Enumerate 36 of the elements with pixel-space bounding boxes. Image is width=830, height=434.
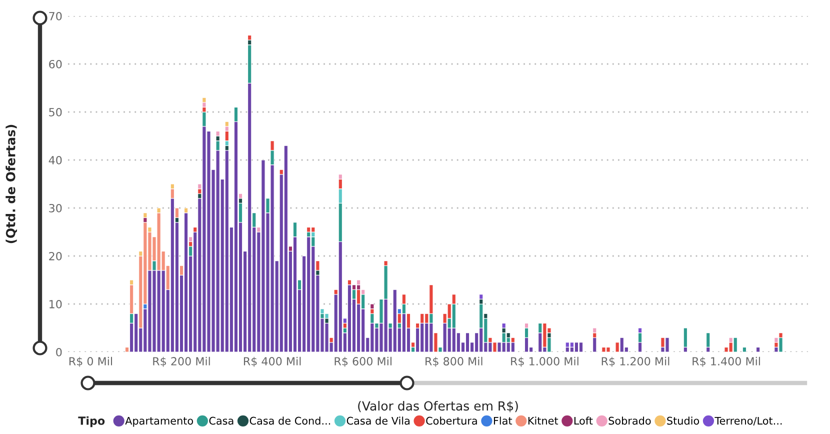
y-axis-title: (Qtd. de Ofertas) [6,124,17,244]
legend-label: Apartamento [125,416,194,427]
legend-label: Casa de Cond... [250,416,330,425]
bar [465,332,470,352]
legend-label: Casa [209,416,234,425]
legend-label: Loft [574,416,593,425]
x-tick-label: R$ 1.200 Mil [602,356,670,367]
x-tick-label: R$ 800 Mil [426,356,482,367]
x-tick-label: R$ 600 Mil [334,356,392,367]
bar [742,346,747,352]
y-tick-label: 70 [49,12,62,20]
bar [578,342,584,352]
y-tick-label: 30 [49,204,62,212]
y-tick-label: 60 [49,60,62,68]
legend-label: Sobrado [608,416,651,425]
y-tick-label: 40 [48,156,62,164]
legend-label: Studio [667,416,700,425]
bar [574,342,579,352]
legend-label: Cobertura [426,416,477,425]
legend-label: Flat [494,416,512,425]
legend-label: Casa de Vila [346,416,410,425]
x-tick-label: R$ 1.000 Mil [511,356,578,367]
legend-title: Tipo [78,416,105,428]
bar [756,346,760,352]
y-tick-label: 20 [49,252,62,260]
y-tick-label: 50 [49,108,62,116]
legend-label: Terreno/Lot... [714,416,782,426]
x-tick-label: R$ 0 Mil [69,356,112,367]
legend-label: Kitnet [528,416,558,425]
x-tick-label: R$ 1.400 Mil [692,356,760,367]
y-tick-label: 10 [50,300,62,308]
y-tick-label: 0 [56,348,62,356]
bar [592,337,597,352]
x-axis-title: (Valor das Ofertas em R$) [358,400,518,412]
x-tick-label: R$ 400 Mil [244,356,301,367]
x-tick-label: R$ 200 Mil [153,356,210,367]
